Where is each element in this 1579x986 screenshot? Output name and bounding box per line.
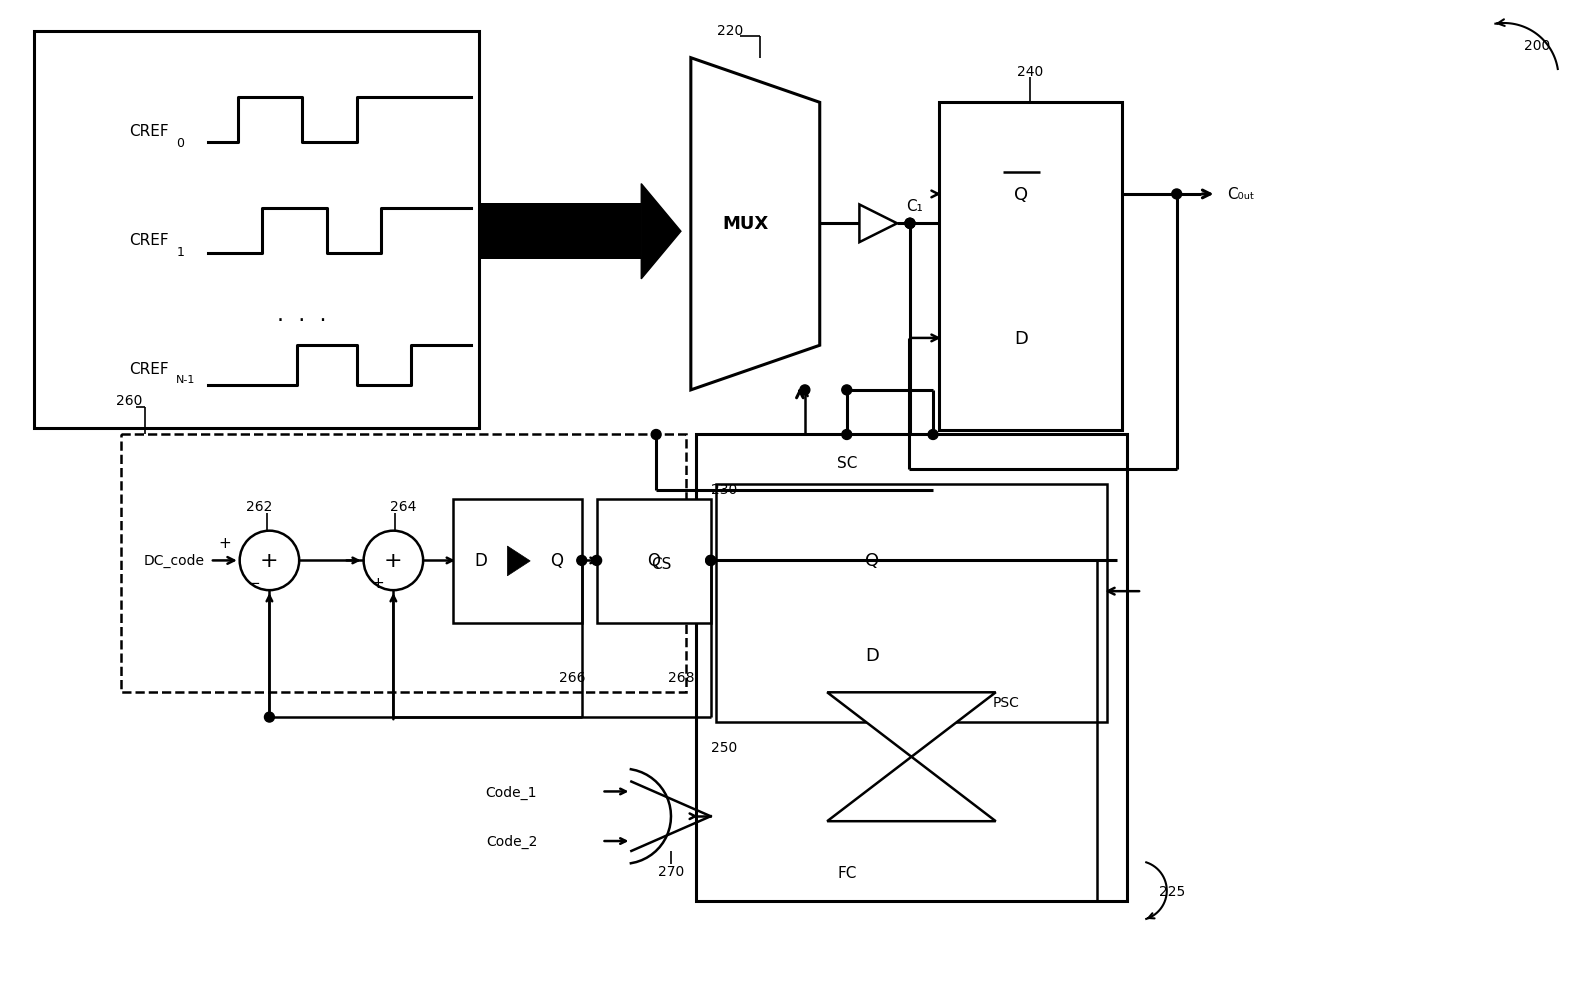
Text: C₁: C₁ [906, 199, 924, 214]
Circle shape [905, 219, 914, 229]
Circle shape [576, 556, 587, 566]
Text: +: + [384, 551, 403, 571]
Circle shape [905, 219, 914, 229]
Text: Q: Q [647, 552, 660, 570]
Polygon shape [827, 692, 996, 757]
Text: +: + [261, 551, 279, 571]
Circle shape [264, 713, 275, 723]
Bar [696, 435, 1127, 900]
Text: 268: 268 [668, 670, 695, 684]
Circle shape [801, 386, 810, 395]
Bar [35, 32, 478, 428]
Text: +: + [371, 575, 384, 591]
Text: FC: FC [837, 866, 856, 880]
Polygon shape [859, 205, 897, 243]
Circle shape [842, 430, 851, 440]
Polygon shape [827, 757, 996, 821]
Text: Q: Q [865, 551, 880, 570]
Bar [453, 500, 581, 623]
Bar [597, 500, 711, 623]
Circle shape [1172, 189, 1181, 200]
Text: 262: 262 [246, 499, 273, 514]
Polygon shape [507, 546, 531, 576]
Text: 1: 1 [177, 246, 185, 259]
Polygon shape [641, 184, 681, 280]
Polygon shape [692, 58, 820, 390]
Text: 260: 260 [115, 393, 142, 407]
Bar [478, 204, 641, 259]
Text: PSC: PSC [993, 695, 1020, 710]
Circle shape [842, 386, 851, 395]
Bar [120, 435, 685, 692]
Text: 250: 250 [711, 740, 737, 754]
Text: 230: 230 [711, 482, 737, 497]
Text: 0: 0 [177, 137, 185, 150]
Text: MUX: MUX [722, 215, 769, 233]
Text: D: D [474, 552, 486, 570]
Text: Q: Q [1014, 185, 1028, 204]
Circle shape [928, 430, 938, 440]
Circle shape [651, 430, 662, 440]
Text: CREF: CREF [128, 233, 169, 247]
Text: 220: 220 [717, 24, 744, 37]
Text: SC: SC [837, 456, 857, 470]
Text: ·  ·  ·: · · · [278, 312, 327, 331]
Text: +: + [218, 535, 231, 550]
Bar [715, 484, 1107, 723]
Circle shape [905, 219, 914, 229]
Bar [940, 104, 1123, 430]
Circle shape [592, 556, 602, 566]
Text: 200: 200 [1524, 38, 1551, 53]
Text: 225: 225 [1159, 883, 1184, 897]
Text: D: D [865, 647, 880, 665]
Text: DC_code: DC_code [144, 554, 205, 568]
Text: CS: CS [651, 556, 671, 571]
Text: CREF: CREF [128, 123, 169, 138]
Text: Code_2: Code_2 [486, 834, 537, 848]
Text: C₀ᵤₜ: C₀ᵤₜ [1227, 187, 1255, 202]
Circle shape [706, 556, 715, 566]
Text: 270: 270 [658, 864, 684, 878]
Text: 240: 240 [1017, 64, 1044, 79]
Text: Q: Q [551, 552, 564, 570]
Text: Code_1: Code_1 [486, 785, 537, 799]
Text: N-1: N-1 [177, 375, 196, 385]
Text: −: − [248, 575, 261, 591]
Text: 266: 266 [559, 670, 586, 684]
Text: 264: 264 [390, 499, 417, 514]
Circle shape [706, 556, 715, 566]
Text: CREF: CREF [128, 361, 169, 377]
Text: D: D [1014, 329, 1028, 347]
